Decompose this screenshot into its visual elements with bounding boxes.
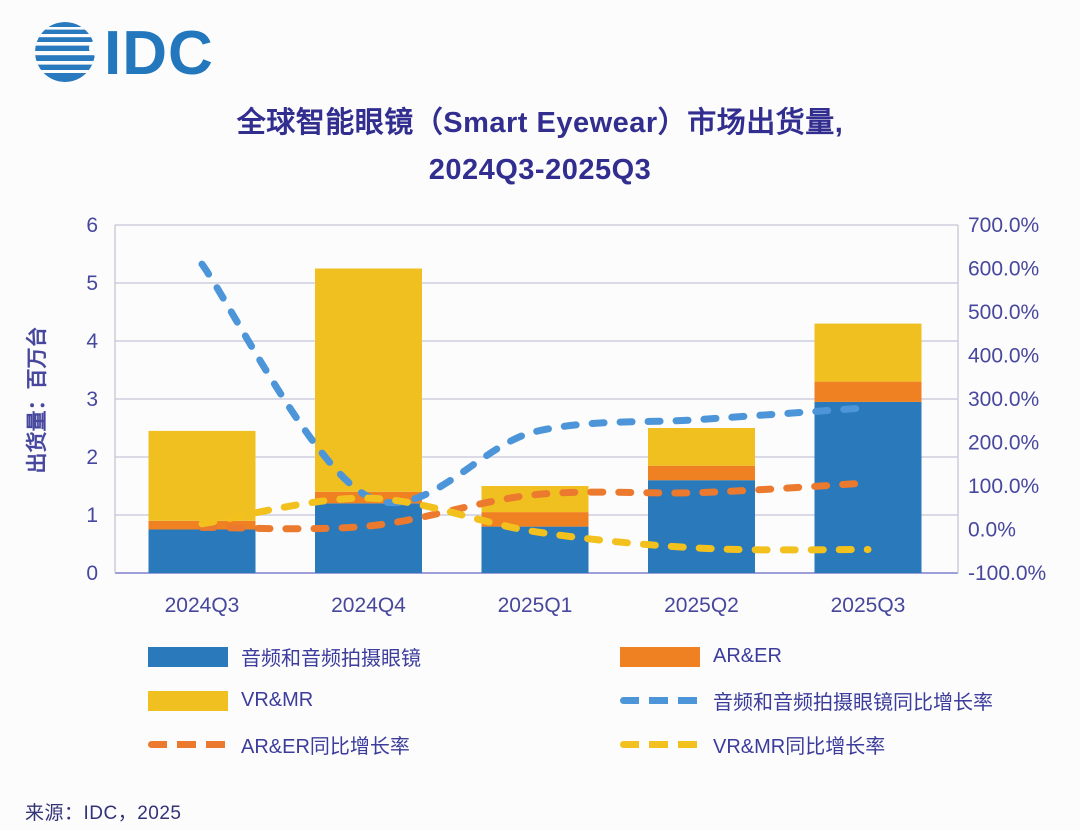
x-axis-label: 2025Q3 <box>831 594 906 617</box>
left-axis-tick: 1 <box>86 504 98 527</box>
legend-swatch-bar <box>148 690 228 711</box>
legend-swatch-dashed-line <box>148 741 228 748</box>
x-axis-label: 2024Q4 <box>331 594 406 617</box>
legend-swatch-dashed-line <box>620 741 700 748</box>
idc-logo-graphic: IDC <box>35 19 214 88</box>
right-axis-tick: 700.0% <box>968 214 1039 237</box>
chart-title: 全球智能眼镜（Smart Eyewear）市场出货量, 2024Q3-2025Q… <box>0 100 1080 194</box>
legend-label: VR&MR同比增长率 <box>713 736 886 758</box>
chart-title-line1: 全球智能眼镜（Smart Eyewear）市场出货量, <box>236 107 844 139</box>
bar-segment-AR&ER <box>814 381 922 402</box>
globe-icon <box>35 22 95 82</box>
source-note: 来源：IDC，2025 <box>25 803 182 824</box>
right-axis-tick: 300.0% <box>968 388 1039 411</box>
bar-segment-音频和音频拍摄眼镜 <box>148 529 256 573</box>
yoy-line-音频和音频拍摄眼镜同比增长率 <box>198 260 872 507</box>
bar-segment-AR&ER <box>648 465 755 481</box>
right-axis-tick: 400.0% <box>968 345 1039 368</box>
left-axis-tick: 4 <box>86 330 98 353</box>
yoy-line-VR&MR同比增长率 <box>198 494 872 554</box>
legend-swatch-dashed-line <box>620 697 700 704</box>
legend-label: VR&MR <box>241 689 314 711</box>
right-axis-tick: 200.0% <box>968 432 1039 455</box>
left-axis-tick: 6 <box>86 214 98 237</box>
x-axis-label: 2024Q3 <box>165 594 240 617</box>
idc-logo-text: IDC <box>104 19 214 88</box>
legend-swatch-bar <box>620 646 700 667</box>
legend-item: 音频和音频拍摄眼镜 <box>148 644 620 670</box>
right-axis-tick: 100.0% <box>968 475 1039 498</box>
legend-item: 音频和音频拍摄眼镜同比增长率 <box>620 688 1048 714</box>
right-axis-tick: 500.0% <box>968 301 1039 324</box>
x-axis-label: 2025Q2 <box>664 594 739 617</box>
legend-item: AR&ER <box>620 644 1048 669</box>
legend-label: 音频和音频拍摄眼镜 <box>241 648 421 670</box>
bar-segment-VR&MR <box>148 430 256 521</box>
right-axis-tick: 0.0% <box>968 519 1016 542</box>
left-axis-title: 出货量：百万台 <box>25 327 49 474</box>
legend-swatch-bar <box>148 646 228 667</box>
legend-item: VR&MR <box>148 688 620 713</box>
yoy-line-AR&ER同比增长率 <box>198 479 872 533</box>
right-axis-tick: 600.0% <box>968 258 1039 281</box>
legend-label: 音频和音频拍摄眼镜同比增长率 <box>713 692 993 714</box>
right-axis-tick: -100.0% <box>968 562 1046 585</box>
chart-title-line2: 2024Q3-2025Q3 <box>428 154 652 186</box>
left-axis-tick: 3 <box>86 388 98 411</box>
bar-segment-VR&MR <box>814 323 922 382</box>
legend-label: AR&ER同比增长率 <box>241 736 410 758</box>
chart-legend: 音频和音频拍摄眼镜 AR&ER VR&MR 音频和音频拍摄眼镜同比增长率 AR&ER同比… <box>148 644 1048 758</box>
legend-item: AR&ER同比增长率 <box>148 732 620 758</box>
left-axis-tick: 0 <box>86 562 98 585</box>
left-axis-tick: 2 <box>86 446 98 469</box>
legend-label: AR&ER <box>713 645 782 667</box>
left-axis-tick: 5 <box>86 272 98 295</box>
x-axis-label: 2025Q1 <box>498 594 573 617</box>
legend-item: VR&MR同比增长率 <box>620 732 1048 758</box>
bar-segment-音频和音频拍摄眼镜 <box>814 401 922 573</box>
idc-logo: IDC <box>20 8 240 92</box>
bar-segment-VR&MR <box>315 268 422 492</box>
bar-segment-VR&MR <box>648 428 755 466</box>
bar-segment-AR&ER <box>481 512 589 527</box>
bar-segment-音频和音频拍摄眼镜 <box>315 503 422 573</box>
